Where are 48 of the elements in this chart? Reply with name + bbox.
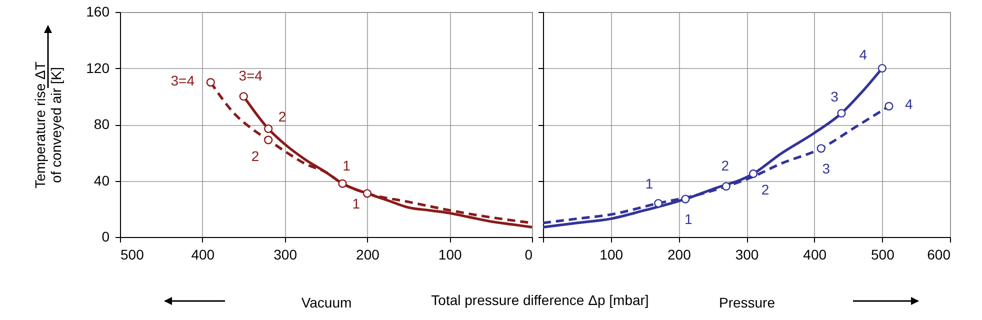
annotation: 2	[278, 108, 286, 125]
x-tick-label: 400	[191, 246, 215, 262]
x-tick-label: 300	[274, 246, 298, 262]
point	[362, 189, 372, 198]
x-tick-label: 200	[356, 246, 380, 262]
y-axis-title: Temperature rise ΔT of conveyed air [K]	[32, 61, 64, 188]
y-tick-label: 80	[94, 116, 110, 132]
annotation: 2	[251, 148, 260, 164]
point	[722, 182, 730, 191]
point	[837, 108, 846, 118]
point	[338, 179, 347, 188]
annotation: 1	[684, 211, 693, 228]
x-axis-title: Pressure	[718, 294, 776, 310]
annotation: 4	[905, 96, 914, 112]
annotation: 1	[352, 195, 360, 212]
point	[264, 136, 273, 144]
x-tick-label: 500	[870, 246, 895, 262]
annotation: 1	[645, 175, 654, 192]
annotation: 2	[721, 157, 730, 174]
annotation: 1	[342, 158, 351, 174]
x-tick-label: 500	[120, 246, 144, 262]
y-tick-label: 160	[86, 4, 110, 20]
x-tick-label: 200	[667, 246, 692, 262]
point	[884, 102, 894, 111]
x-tick-label: 0	[524, 246, 533, 262]
annotation: 3	[830, 88, 839, 104]
point	[264, 124, 273, 134]
point	[206, 78, 215, 87]
x-tick-label: 400	[803, 246, 827, 262]
annotation: 4	[859, 46, 868, 62]
y-tick-label: 0	[102, 228, 110, 244]
annotation: 3=4	[238, 67, 263, 84]
x-axis-title: Vacuum	[301, 294, 352, 310]
annotation: 2	[761, 182, 770, 198]
y-tick-label: 40	[94, 172, 110, 188]
x-tick-label: 100	[438, 246, 462, 262]
point	[239, 92, 248, 101]
point	[878, 64, 886, 73]
x-tick-label: 100	[600, 246, 624, 262]
text: Total pressure difference Δp [mbar]	[431, 292, 649, 308]
annotation: 3=4	[170, 72, 195, 88]
point	[748, 169, 758, 178]
x-tick-label: 300	[735, 246, 759, 262]
annotation: 3	[822, 160, 830, 176]
y-tick-label: 120	[86, 60, 110, 76]
point	[816, 144, 826, 153]
point	[681, 194, 690, 204]
x-tick-label: 600	[927, 246, 951, 262]
